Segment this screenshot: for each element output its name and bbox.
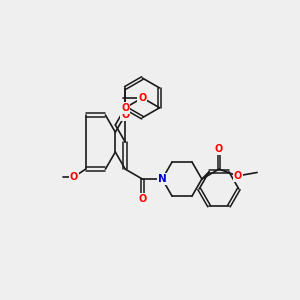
Text: O: O bbox=[215, 144, 223, 154]
Text: O: O bbox=[233, 171, 242, 181]
Text: O: O bbox=[138, 93, 146, 103]
Text: N: N bbox=[158, 174, 167, 184]
Text: O: O bbox=[121, 103, 129, 113]
Text: O: O bbox=[70, 172, 78, 182]
Text: O: O bbox=[138, 194, 146, 204]
Text: O: O bbox=[121, 110, 129, 120]
